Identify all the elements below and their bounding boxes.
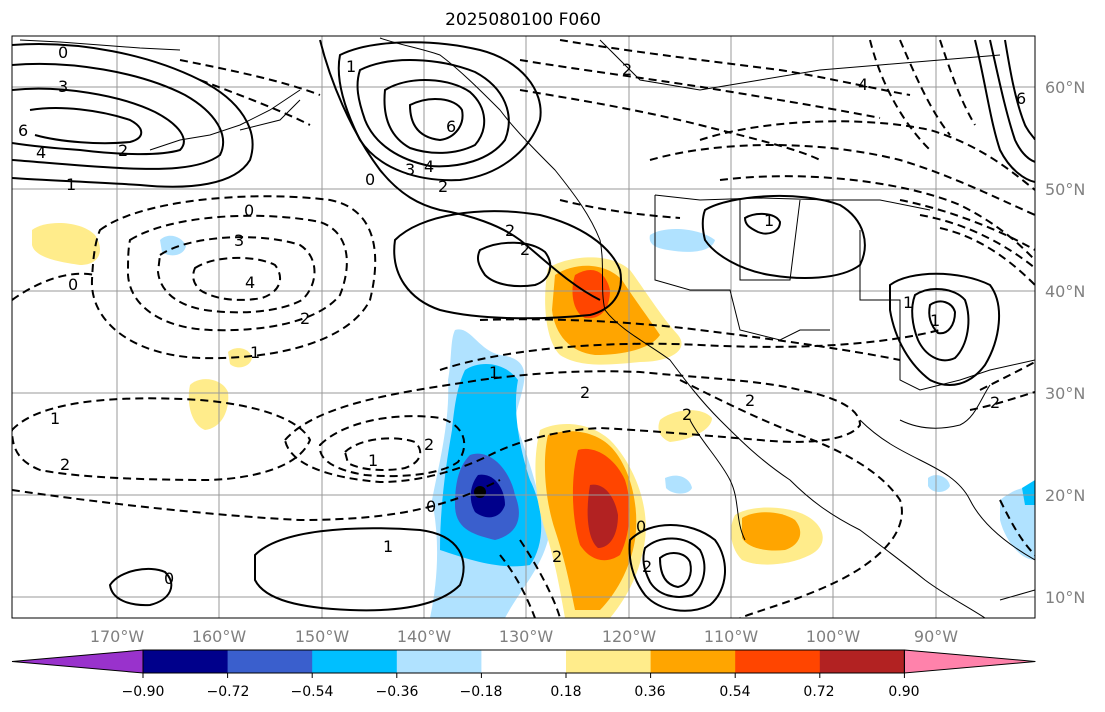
svg-text:1: 1 <box>250 343 260 362</box>
svg-text:1: 1 <box>50 409 60 428</box>
colorbar-tick-label: −0.72 <box>207 684 250 700</box>
svg-text:1: 1 <box>764 211 774 230</box>
colorbar-tick-label: 0.36 <box>634 684 665 700</box>
colorbar-segment <box>566 650 652 673</box>
colorbar-tick-label: −0.36 <box>376 684 419 700</box>
lon-label: 140°W <box>397 627 452 646</box>
lat-label: 40°N <box>1045 282 1085 301</box>
colorbar-segment <box>143 650 229 673</box>
svg-text:2: 2 <box>520 240 530 259</box>
svg-text:0: 0 <box>426 497 436 516</box>
svg-text:2: 2 <box>438 177 448 196</box>
svg-text:4: 4 <box>858 75 868 94</box>
coastlines <box>19 37 1035 618</box>
colorbar-segment <box>396 650 482 673</box>
colorbar-tick-label: −0.90 <box>122 684 165 700</box>
svg-text:2: 2 <box>505 221 515 240</box>
svg-text:2: 2 <box>745 391 755 410</box>
colorbar-tick-label: −0.54 <box>291 684 334 700</box>
map-content: 0 3 6 4 2 1 0 1 3 6 4 2 2 0 3 4 0 2 2 4 … <box>12 36 1035 618</box>
svg-text:6: 6 <box>446 117 456 136</box>
lon-label: 90°W <box>914 627 958 646</box>
colorbar-tick-label: 0.90 <box>888 684 919 700</box>
colorbar-ticks: −0.90 −0.72 −0.54 −0.36 −0.18 0.18 0.36 … <box>122 684 920 700</box>
positive-contours <box>12 39 1035 612</box>
svg-text:6: 6 <box>1016 89 1026 108</box>
svg-text:1: 1 <box>346 57 356 76</box>
svg-text:3: 3 <box>405 160 415 179</box>
colorbar-extend-max <box>903 649 1036 674</box>
lat-label: 20°N <box>1045 486 1085 505</box>
colorbar-tick-label: 0.54 <box>719 684 750 700</box>
svg-text:0: 0 <box>365 170 375 189</box>
longitude-labels: 170°W 160°W 150°W 140°W 130°W 120°W 110°… <box>90 627 958 646</box>
svg-text:3: 3 <box>234 231 244 250</box>
colorbar-outline <box>142 649 905 674</box>
svg-text:1: 1 <box>383 537 393 556</box>
colorbar-segment <box>819 650 905 673</box>
svg-text:4: 4 <box>245 273 255 292</box>
svg-text:2: 2 <box>682 405 692 424</box>
colorbar-tick-label: 0.72 <box>803 684 834 700</box>
colorbar-segment <box>312 650 398 673</box>
colorbar-segment <box>650 650 736 673</box>
svg-text:0: 0 <box>244 201 254 220</box>
svg-text:1: 1 <box>489 363 499 382</box>
svg-text:2: 2 <box>300 309 310 328</box>
colorbar-segment <box>227 650 313 673</box>
svg-text:0: 0 <box>68 275 78 294</box>
negative-contours <box>12 39 1035 618</box>
lon-label: 110°W <box>704 627 759 646</box>
lon-label: 120°W <box>602 627 657 646</box>
svg-text:4: 4 <box>424 157 434 176</box>
svg-text:1: 1 <box>903 293 913 312</box>
lat-label: 10°N <box>1045 588 1085 607</box>
map-title: 2025080100 F060 <box>445 10 601 30</box>
svg-text:0: 0 <box>636 517 646 536</box>
svg-text:2: 2 <box>424 435 434 454</box>
svg-text:0: 0 <box>58 43 68 62</box>
svg-text:6: 6 <box>18 121 28 140</box>
colorbar-extend-min <box>11 649 144 674</box>
lon-label: 170°W <box>90 627 145 646</box>
lon-label: 130°W <box>499 627 554 646</box>
svg-text:2: 2 <box>552 547 562 566</box>
colorbar-segment <box>735 650 821 673</box>
contour-labels: 0 3 6 4 2 1 0 1 3 6 4 2 2 0 3 4 0 2 2 4 … <box>18 43 1026 588</box>
lat-label: 60°N <box>1045 78 1085 97</box>
lon-label: 160°W <box>192 627 247 646</box>
colorbar-segment <box>481 650 567 673</box>
svg-text:2: 2 <box>118 141 128 160</box>
svg-text:0: 0 <box>164 569 174 588</box>
latitude-labels: 60°N 50°N 40°N 30°N 20°N 10°N <box>1045 78 1085 607</box>
colorbar <box>11 649 1036 678</box>
lon-label: 100°W <box>806 627 861 646</box>
colorbar-tick-label: −0.18 <box>460 684 503 700</box>
map-border <box>11 35 1036 619</box>
lat-label: 30°N <box>1045 384 1085 403</box>
svg-text:2: 2 <box>580 383 590 402</box>
svg-text:2: 2 <box>990 393 1000 412</box>
svg-text:1: 1 <box>66 175 76 194</box>
svg-text:2: 2 <box>622 60 632 79</box>
colorbar-tick-label: 0.18 <box>550 684 581 700</box>
svg-text:4: 4 <box>36 143 46 162</box>
lon-label: 150°W <box>295 627 350 646</box>
svg-text:3: 3 <box>58 77 68 96</box>
svg-text:2: 2 <box>60 455 70 474</box>
lat-label: 50°N <box>1045 180 1085 199</box>
svg-text:1: 1 <box>368 451 378 470</box>
svg-text:1: 1 <box>930 311 940 330</box>
svg-text:2: 2 <box>642 557 652 576</box>
